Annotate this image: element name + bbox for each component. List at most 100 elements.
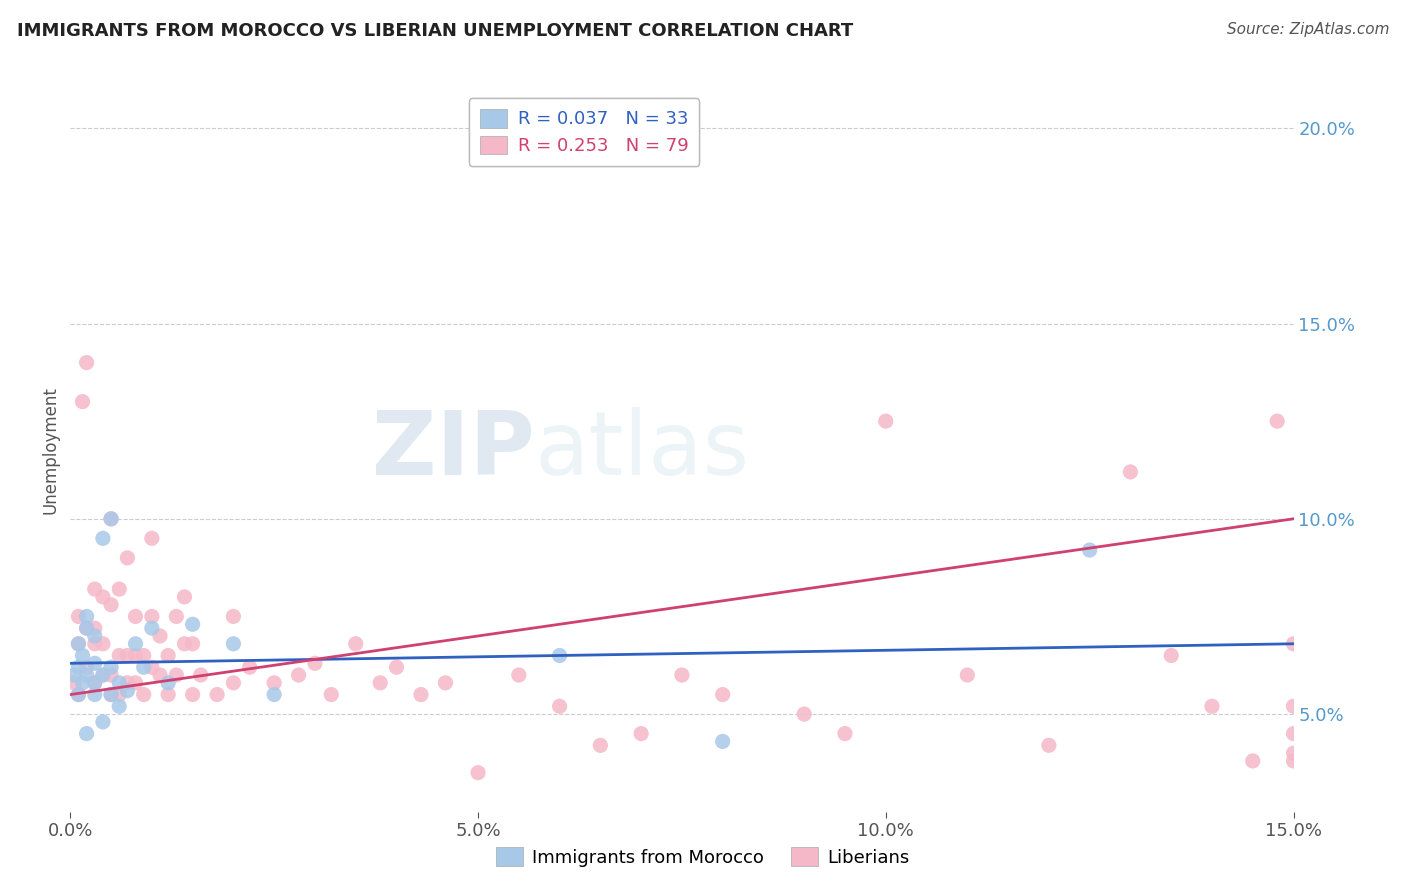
Point bbox=[67, 637, 90, 651]
Legend: R = 0.037   N = 33, R = 0.253   N = 79: R = 0.037 N = 33, R = 0.253 N = 79 bbox=[468, 98, 699, 166]
Point bbox=[67, 688, 90, 702]
Point bbox=[287, 668, 309, 682]
Point bbox=[434, 676, 457, 690]
Point bbox=[1038, 739, 1060, 753]
Point bbox=[76, 621, 98, 635]
Point bbox=[141, 532, 163, 546]
Point bbox=[63, 668, 86, 682]
Point bbox=[1282, 754, 1305, 768]
Point bbox=[76, 726, 98, 740]
Point bbox=[124, 676, 146, 690]
Point bbox=[67, 688, 90, 702]
Point bbox=[91, 668, 114, 682]
Point bbox=[91, 590, 114, 604]
Point bbox=[124, 637, 146, 651]
Point bbox=[1282, 699, 1305, 714]
Text: atlas: atlas bbox=[536, 407, 751, 494]
Point bbox=[548, 648, 571, 663]
Point bbox=[100, 668, 122, 682]
Point bbox=[1201, 699, 1223, 714]
Point bbox=[1241, 754, 1264, 768]
Point bbox=[124, 609, 146, 624]
Point bbox=[67, 660, 90, 674]
Point bbox=[181, 688, 204, 702]
Point bbox=[467, 765, 489, 780]
Point bbox=[834, 726, 856, 740]
Point bbox=[72, 676, 94, 690]
Point bbox=[165, 668, 187, 682]
Point bbox=[108, 688, 131, 702]
Point bbox=[1282, 726, 1305, 740]
Point bbox=[117, 550, 139, 565]
Point bbox=[76, 660, 98, 674]
Point bbox=[72, 648, 94, 663]
Point bbox=[1282, 746, 1305, 760]
Point bbox=[108, 699, 131, 714]
Point bbox=[508, 668, 530, 682]
Point bbox=[149, 668, 172, 682]
Point bbox=[344, 637, 367, 651]
Point bbox=[793, 707, 815, 722]
Point bbox=[132, 688, 155, 702]
Point bbox=[157, 676, 180, 690]
Y-axis label: Unemployment: Unemployment bbox=[41, 386, 59, 515]
Point bbox=[222, 609, 245, 624]
Point bbox=[157, 648, 180, 663]
Point bbox=[141, 660, 163, 674]
Text: ZIP: ZIP bbox=[373, 407, 536, 494]
Point bbox=[368, 676, 391, 690]
Point bbox=[100, 512, 122, 526]
Point bbox=[108, 582, 131, 596]
Point bbox=[190, 668, 212, 682]
Point bbox=[956, 668, 979, 682]
Point bbox=[91, 668, 114, 682]
Point bbox=[132, 660, 155, 674]
Point bbox=[671, 668, 693, 682]
Point bbox=[83, 676, 105, 690]
Point bbox=[263, 676, 285, 690]
Point bbox=[63, 676, 86, 690]
Point bbox=[173, 590, 195, 604]
Legend: Immigrants from Morocco, Liberians: Immigrants from Morocco, Liberians bbox=[489, 840, 917, 874]
Point bbox=[1078, 543, 1101, 558]
Point bbox=[100, 660, 122, 674]
Point bbox=[108, 676, 131, 690]
Point bbox=[630, 726, 652, 740]
Text: IMMIGRANTS FROM MOROCCO VS LIBERIAN UNEMPLOYMENT CORRELATION CHART: IMMIGRANTS FROM MOROCCO VS LIBERIAN UNEM… bbox=[17, 22, 853, 40]
Point bbox=[548, 699, 571, 714]
Point bbox=[321, 688, 343, 702]
Point bbox=[91, 714, 114, 729]
Point bbox=[117, 683, 139, 698]
Point bbox=[117, 676, 139, 690]
Point bbox=[1119, 465, 1142, 479]
Point bbox=[181, 617, 204, 632]
Point bbox=[1282, 637, 1305, 651]
Point bbox=[67, 609, 90, 624]
Point bbox=[100, 688, 122, 702]
Point bbox=[100, 688, 122, 702]
Point bbox=[222, 676, 245, 690]
Point bbox=[83, 621, 105, 635]
Point bbox=[711, 734, 734, 748]
Point bbox=[239, 660, 262, 674]
Point bbox=[76, 355, 98, 369]
Point bbox=[83, 657, 105, 671]
Point bbox=[76, 621, 98, 635]
Point bbox=[108, 648, 131, 663]
Point bbox=[1160, 648, 1182, 663]
Point bbox=[76, 609, 98, 624]
Point bbox=[589, 739, 612, 753]
Point bbox=[72, 394, 94, 409]
Point bbox=[181, 637, 204, 651]
Point bbox=[141, 621, 163, 635]
Point bbox=[409, 688, 432, 702]
Point bbox=[157, 688, 180, 702]
Point bbox=[141, 609, 163, 624]
Point bbox=[67, 637, 90, 651]
Point bbox=[83, 676, 105, 690]
Point bbox=[205, 688, 228, 702]
Point bbox=[263, 688, 285, 702]
Text: Source: ZipAtlas.com: Source: ZipAtlas.com bbox=[1226, 22, 1389, 37]
Point bbox=[1265, 414, 1288, 428]
Point bbox=[83, 688, 105, 702]
